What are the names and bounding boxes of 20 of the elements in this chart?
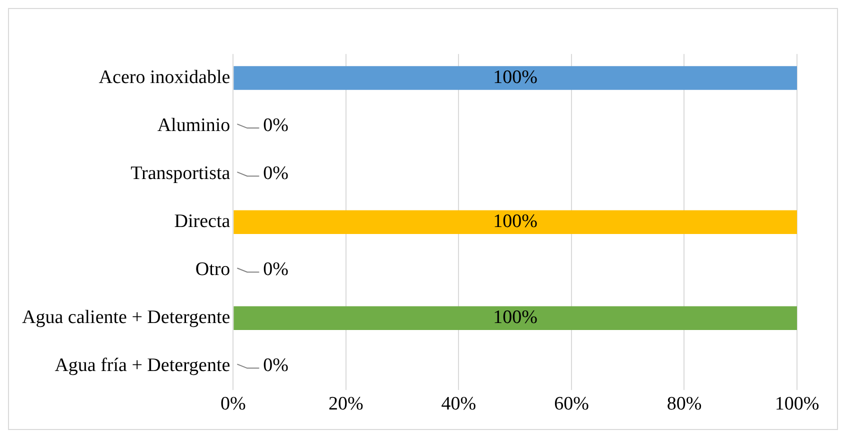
x-tick-label: 0% [220, 394, 246, 415]
y-tick-label: Transportista [130, 163, 231, 184]
y-tick-label: Otro [195, 259, 230, 280]
data-label: 100% [493, 67, 538, 88]
y-tick-label: Directa [174, 211, 231, 232]
data-label: 0% [263, 259, 289, 280]
x-tick-label: 80% [666, 394, 702, 415]
data-label: 0% [263, 355, 289, 376]
y-tick-label: Agua caliente + Detergente [22, 307, 230, 328]
x-tick-label: 100% [774, 394, 820, 415]
x-tick-label: 20% [328, 394, 364, 415]
x-tick-label: 40% [441, 394, 476, 415]
data-label: 0% [263, 163, 289, 184]
y-tick-label: Agua fría + Detergente [54, 355, 230, 376]
data-label: 100% [493, 307, 538, 328]
y-tick-label: Aluminio [157, 115, 230, 136]
data-label: 0% [263, 115, 289, 136]
y-tick-label: Acero inoxidable [98, 67, 230, 88]
x-tick-label: 60% [554, 394, 590, 415]
data-label: 100% [493, 211, 538, 232]
